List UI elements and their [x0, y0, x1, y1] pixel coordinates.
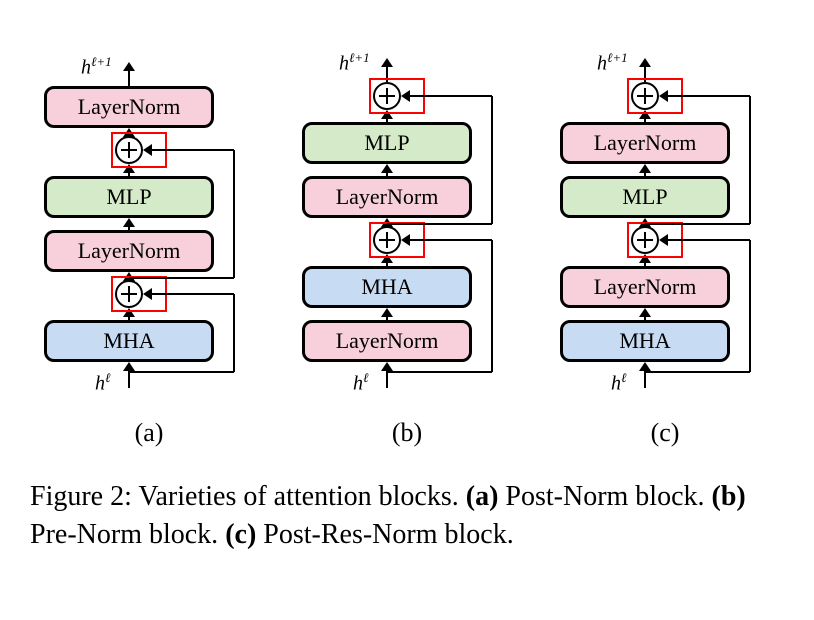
arrowhead-up-icon	[639, 58, 651, 67]
sublabel-c: (c)	[651, 418, 680, 448]
block-layernorm: LayerNorm	[560, 266, 730, 308]
arrowhead-up-icon	[381, 164, 393, 173]
input-label: hℓ	[353, 370, 368, 396]
block-layernorm: LayerNorm	[44, 86, 214, 128]
block-layernorm: LayerNorm	[44, 230, 214, 272]
block-mha: MHA	[560, 320, 730, 362]
skip-line	[151, 149, 234, 151]
skip-line	[749, 240, 751, 372]
caption-bold: (b)	[712, 481, 746, 512]
arrowhead-left-icon	[401, 234, 410, 246]
block-layernorm: LayerNorm	[302, 320, 472, 362]
arrowhead-up-icon	[639, 308, 651, 317]
output-label: hℓ+1	[81, 54, 112, 80]
skip-line	[491, 96, 493, 224]
diagrams-row: hℓ hℓ+1 MHA LayerNorm MLP LayerNorm (a) hℓ hℓ+1 L…	[20, 20, 794, 448]
block-mha: MHA	[302, 266, 472, 308]
diagram-a: hℓ hℓ+1 MHA LayerNorm MLP LayerNorm (a)	[29, 20, 269, 448]
skip-line	[233, 150, 235, 278]
diagram-canvas-c: hℓhℓ+1MHALayerNormMLPLayerNorm	[545, 20, 785, 390]
skip-line	[749, 96, 751, 224]
diagram-canvas-a: hℓhℓ+1MHALayerNormMLPLayerNorm	[29, 20, 269, 390]
skip-line	[645, 371, 750, 373]
skip-line	[409, 95, 492, 97]
skip-line	[387, 223, 492, 225]
block-mlp: MLP	[302, 122, 472, 164]
arrowhead-left-icon	[659, 234, 668, 246]
block-mlp: MLP	[560, 176, 730, 218]
diagram-canvas-b: hℓhℓ+1LayerNormMHALayerNormMLP	[287, 20, 527, 390]
arrowhead-up-icon	[639, 164, 651, 173]
arrowhead-left-icon	[401, 90, 410, 102]
skip-line	[409, 239, 492, 241]
skip-line	[151, 293, 234, 295]
skip-line	[233, 294, 235, 372]
caption-bold: (c)	[225, 519, 256, 550]
skip-line	[129, 277, 234, 279]
skip-line	[667, 239, 750, 241]
arrow-line	[128, 69, 130, 86]
sublabel-a: (a)	[135, 418, 164, 448]
arrowhead-up-icon	[639, 362, 651, 371]
block-mha: MHA	[44, 320, 214, 362]
skip-line	[129, 371, 234, 373]
input-label: hℓ	[611, 370, 626, 396]
arrowhead-up-icon	[123, 362, 135, 371]
arrowhead-left-icon	[659, 90, 668, 102]
skip-line	[491, 240, 493, 372]
arrowhead-left-icon	[143, 144, 152, 156]
diagram-b: hℓ hℓ+1 LayerNorm MHA LayerNorm MLP (b)	[287, 20, 527, 448]
input-label: hℓ	[95, 370, 110, 396]
figure-caption: Figure 2: Varieties of attention blocks.…	[20, 478, 794, 554]
output-label: hℓ+1	[597, 50, 628, 76]
sublabel-b: (b)	[392, 418, 422, 448]
skip-line	[387, 371, 492, 373]
arrowhead-up-icon	[381, 58, 393, 67]
skip-line	[645, 223, 750, 225]
arrowhead-up-icon	[381, 308, 393, 317]
diagram-c: hℓ hℓ+1 MHA LayerNorm MLP LayerNorm (c)	[545, 20, 785, 448]
skip-line	[667, 95, 750, 97]
arrowhead-up-icon	[123, 62, 135, 71]
arrowhead-left-icon	[143, 288, 152, 300]
caption-bold: (a)	[466, 481, 499, 512]
output-label: hℓ+1	[339, 50, 370, 76]
block-layernorm: LayerNorm	[560, 122, 730, 164]
arrowhead-up-icon	[123, 218, 135, 227]
arrowhead-up-icon	[381, 362, 393, 371]
block-mlp: MLP	[44, 176, 214, 218]
block-layernorm: LayerNorm	[302, 176, 472, 218]
